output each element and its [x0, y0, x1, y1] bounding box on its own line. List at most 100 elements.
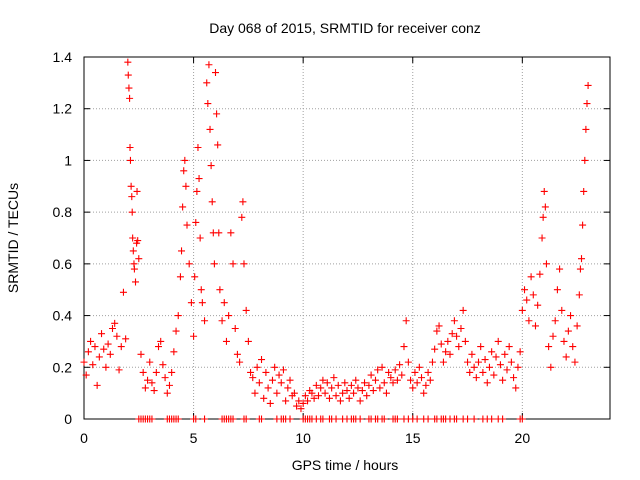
data-point [420, 389, 428, 397]
data-point [411, 368, 419, 376]
data-point [80, 358, 88, 366]
data-point [197, 286, 205, 294]
data-point [113, 332, 121, 340]
y-tick-label: 1.4 [53, 49, 73, 65]
data-point [273, 389, 281, 397]
data-point [266, 399, 274, 407]
data-point [220, 299, 228, 307]
data-point [203, 79, 211, 87]
data-point [523, 296, 531, 304]
data-point [286, 376, 294, 384]
data-point [126, 156, 134, 164]
data-point [210, 260, 218, 268]
data-point [347, 381, 355, 389]
data-point [380, 379, 388, 387]
data-point [213, 110, 221, 118]
data-point [567, 312, 575, 320]
data-point [119, 288, 127, 296]
zero-data-point [201, 415, 209, 423]
data-point [477, 343, 485, 351]
data-point [240, 260, 248, 268]
zero-data-point [518, 415, 526, 423]
data-point [475, 358, 482, 366]
data-point [205, 61, 213, 69]
data-point [264, 384, 272, 392]
data-point [453, 332, 461, 340]
data-point [356, 397, 364, 405]
data-point [152, 368, 160, 376]
data-point [308, 389, 316, 397]
data-point [181, 156, 189, 164]
data-point [174, 312, 182, 320]
data-point [516, 348, 524, 356]
data-point [268, 376, 276, 384]
zero-data-point [192, 415, 200, 423]
data-point [492, 353, 500, 361]
data-point [191, 273, 199, 281]
data-point [387, 374, 395, 382]
zero-data-point [488, 415, 496, 423]
data-point [374, 366, 382, 374]
data-point [163, 389, 171, 397]
data-point [400, 343, 408, 351]
data-point [284, 384, 292, 392]
zero-data-point [258, 415, 266, 423]
data-point [125, 84, 133, 92]
data-point [182, 182, 190, 190]
data-point [132, 278, 140, 286]
data-point [518, 306, 526, 314]
y-tick-label: 0.8 [53, 204, 73, 220]
data-point [503, 366, 511, 374]
data-point [242, 306, 250, 314]
data-point [457, 325, 465, 332]
data-point [315, 392, 323, 400]
zero-data-point [453, 415, 461, 423]
data-point [564, 327, 572, 335]
data-point [341, 379, 349, 387]
data-point [573, 322, 581, 330]
data-point [185, 260, 193, 268]
data-point [204, 100, 212, 108]
data-point [148, 379, 156, 387]
data-point [369, 387, 377, 395]
data-point [95, 353, 103, 361]
data-point [435, 322, 443, 330]
data-point [413, 379, 421, 387]
data-point [350, 389, 358, 397]
data-point [514, 363, 522, 371]
data-point [218, 317, 226, 325]
data-point [176, 273, 184, 281]
data-point [481, 356, 489, 364]
y-axis-label: SRMTID / TECUs [5, 183, 21, 293]
data-point [178, 247, 186, 255]
data-point [161, 374, 169, 382]
data-point [505, 343, 513, 351]
data-point [415, 363, 423, 371]
data-point [146, 358, 154, 366]
data-point [579, 221, 587, 229]
data-point [365, 381, 373, 389]
data-point [212, 69, 219, 77]
data-point [139, 368, 147, 376]
data-point [393, 376, 401, 384]
data-point [578, 255, 586, 263]
data-point [382, 389, 390, 397]
data-point [323, 379, 331, 387]
data-point [402, 317, 410, 325]
data-point [529, 291, 537, 299]
x-tick-label: 5 [190, 430, 198, 446]
data-point [470, 363, 478, 371]
data-point [187, 299, 195, 307]
data-point [251, 389, 259, 397]
data-point [115, 366, 123, 374]
data-point [409, 384, 417, 392]
data-point [299, 399, 307, 407]
data-point [255, 379, 263, 387]
data-point [159, 361, 167, 369]
zero-data-point [242, 415, 250, 423]
data-point [581, 156, 589, 164]
data-point [490, 371, 498, 379]
data-point [206, 125, 214, 133]
data-point [343, 387, 351, 395]
